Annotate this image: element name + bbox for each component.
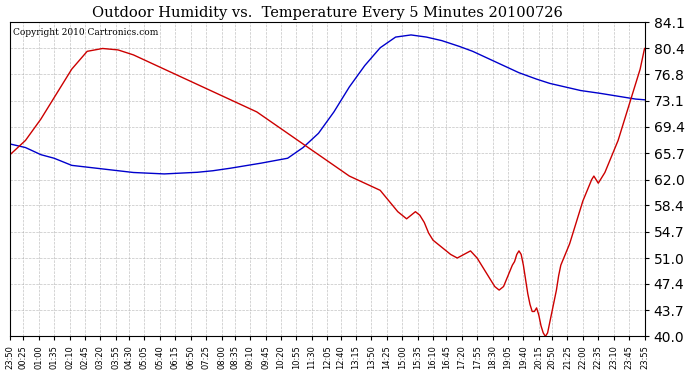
Title: Outdoor Humidity vs.  Temperature Every 5 Minutes 20100726: Outdoor Humidity vs. Temperature Every 5… [92, 6, 563, 20]
Text: Copyright 2010 Cartronics.com: Copyright 2010 Cartronics.com [13, 28, 159, 38]
